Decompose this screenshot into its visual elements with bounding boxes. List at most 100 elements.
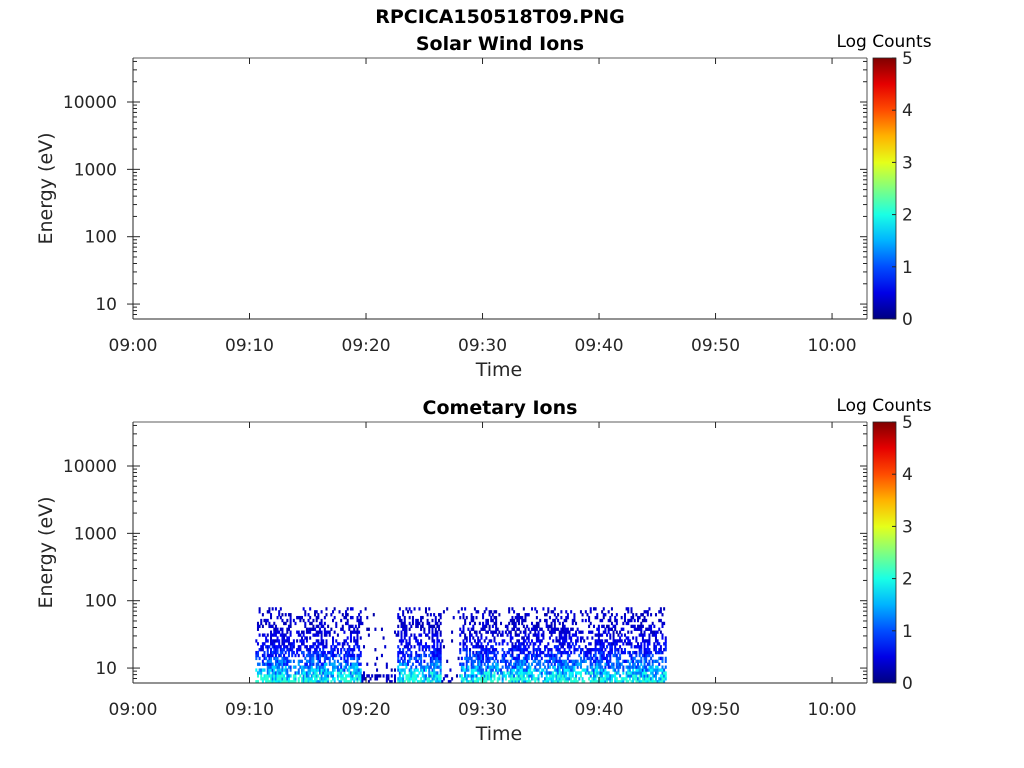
heatmap-cell xyxy=(633,650,636,655)
heatmap-cell xyxy=(320,674,323,678)
heatmap-cell xyxy=(403,668,406,672)
heatmap-cell xyxy=(279,615,282,620)
heatmap-cell xyxy=(547,610,550,614)
heatmap-cell xyxy=(424,633,427,637)
heatmap-cell xyxy=(597,627,600,631)
heatmap-cell xyxy=(635,636,638,640)
heatmap-cell xyxy=(287,674,290,678)
heatmap-cell xyxy=(597,648,600,652)
heatmap-cell xyxy=(558,621,561,626)
heatmap-cell xyxy=(548,674,551,678)
heatmap-cell xyxy=(566,677,569,681)
heatmap-cell xyxy=(522,680,525,684)
heatmap-cell xyxy=(640,659,643,663)
heatmap-cell xyxy=(594,665,597,669)
heatmap-cell xyxy=(519,648,522,652)
heatmap-cell xyxy=(591,630,594,634)
heatmap-cell xyxy=(266,665,269,669)
heatmap-cell xyxy=(596,633,599,637)
heatmap-cell xyxy=(648,627,651,631)
heatmap-cell xyxy=(550,674,553,678)
heatmap-cell xyxy=(509,639,512,643)
heatmap-cell xyxy=(265,656,268,661)
heatmap-cell xyxy=(645,653,648,658)
heatmap-cell xyxy=(286,618,289,623)
heatmap-cell xyxy=(284,677,287,681)
heatmap-cell xyxy=(464,648,467,652)
heatmap-cell xyxy=(664,636,667,640)
heatmap-cell xyxy=(439,615,442,620)
heatmap-cell xyxy=(601,648,604,652)
heatmap-cell xyxy=(270,624,273,629)
heatmap-cell xyxy=(299,639,302,643)
heatmap-cell xyxy=(656,630,659,634)
heatmap-cell xyxy=(535,668,538,672)
heatmap-cell xyxy=(359,636,362,640)
heatmap-cell xyxy=(263,668,266,672)
x-tick-label: 09:30 xyxy=(458,700,507,720)
heatmap-cell xyxy=(514,621,517,626)
heatmap-cell xyxy=(588,656,591,661)
heatmap-cell xyxy=(416,639,419,643)
heatmap-cell xyxy=(439,674,442,678)
heatmap-cell xyxy=(353,630,356,634)
heatmap-cell xyxy=(323,633,326,637)
heatmap-cell xyxy=(539,639,542,643)
heatmap-cell xyxy=(261,680,264,684)
heatmap-cell xyxy=(397,630,400,634)
heatmap-cell xyxy=(273,639,276,643)
heatmap-cell xyxy=(447,680,450,684)
heatmap-cell xyxy=(504,677,507,681)
heatmap-cell xyxy=(330,671,333,675)
heatmap-cell xyxy=(493,621,496,626)
heatmap-cell xyxy=(542,662,545,666)
heatmap-cell xyxy=(314,648,317,652)
heatmap-cell xyxy=(482,653,485,658)
heatmap-cell xyxy=(638,624,641,629)
heatmap-cell xyxy=(283,648,286,652)
heatmap-cell xyxy=(354,642,357,646)
heatmap-cell xyxy=(273,621,276,626)
heatmap-cell xyxy=(439,630,442,634)
heatmap-cell xyxy=(273,648,276,652)
heatmap-cell xyxy=(488,650,491,655)
heatmap-cell xyxy=(597,671,600,675)
heatmap-cell xyxy=(439,650,442,655)
heatmap-cell xyxy=(583,653,586,658)
heatmap-cell xyxy=(584,653,587,658)
heatmap-cell xyxy=(545,671,548,675)
heatmap-cell xyxy=(287,650,290,655)
heatmap-cell xyxy=(325,677,328,681)
heatmap-cell xyxy=(358,671,361,675)
heatmap-cell xyxy=(539,627,542,631)
heatmap-cell xyxy=(268,645,271,649)
heatmap-cell xyxy=(628,668,631,672)
heatmap-cell xyxy=(654,650,657,655)
heatmap-cell xyxy=(418,621,421,626)
heatmap-cell xyxy=(345,650,348,655)
heatmap-cell xyxy=(599,680,602,684)
heatmap-cell xyxy=(513,662,516,666)
heatmap-cell xyxy=(537,674,540,678)
heatmap-cell xyxy=(439,633,442,637)
heatmap-cell xyxy=(584,650,587,655)
colorbar-tick-label: 3 xyxy=(902,517,913,537)
heatmap-cell xyxy=(403,618,406,623)
heatmap-cell xyxy=(343,680,346,684)
heatmap-cell xyxy=(565,674,568,678)
heatmap-cell xyxy=(314,610,317,614)
heatmap-cell xyxy=(343,656,346,661)
heatmap-cell xyxy=(627,621,630,626)
heatmap-cell xyxy=(589,680,592,684)
heatmap-cell xyxy=(568,665,571,669)
heatmap-cell xyxy=(421,680,424,684)
heatmap-cell xyxy=(291,653,294,658)
heatmap-cell xyxy=(617,671,620,675)
heatmap-cell xyxy=(565,636,568,640)
heatmap-cell xyxy=(522,607,525,611)
heatmap-cell xyxy=(322,648,325,652)
heatmap-cell xyxy=(571,674,574,678)
heatmap-cell xyxy=(359,671,362,675)
heatmap-cell xyxy=(527,639,530,643)
heatmap-cell xyxy=(338,680,341,684)
